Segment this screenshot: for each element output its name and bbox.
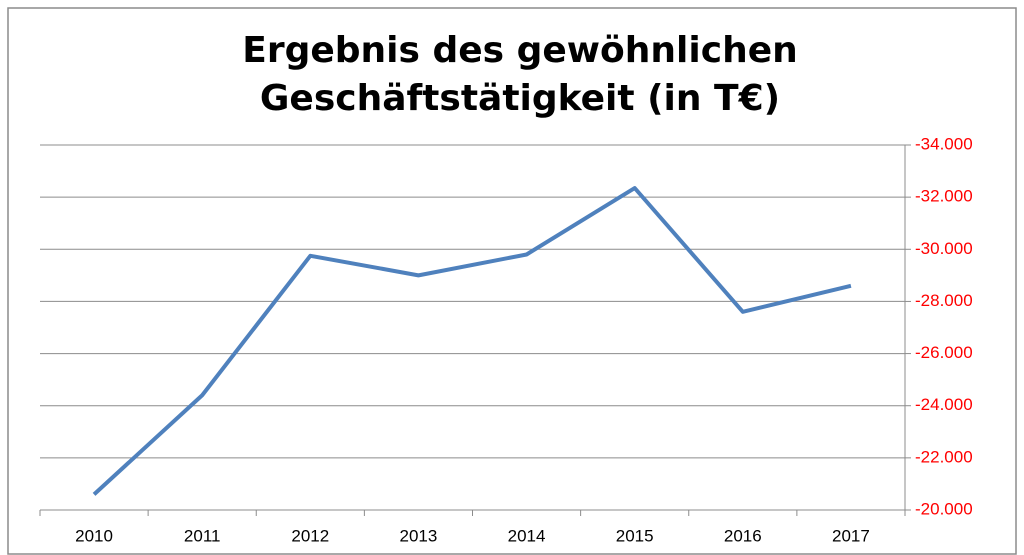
x-tick-label: 2016 [724,526,762,545]
y-tick-label: -32.000 [915,187,973,206]
chart-title: Ergebnis des gewöhnlichen [242,30,798,71]
chart-frame [7,7,1017,555]
y-tick-label: -20.000 [915,499,973,518]
y-tick-label: -30.000 [915,239,973,258]
data-line [92,186,852,496]
y-tick-label: -34.000 [915,134,973,153]
chart-title: Geschäftstätigkeit (in T€) [260,78,780,119]
y-tick-label: -26.000 [915,343,973,362]
x-tick-label: 2010 [75,526,113,545]
x-tick-label: 2015 [616,526,654,545]
x-tick-label: 2011 [184,526,221,545]
y-tick-label: -28.000 [915,291,973,310]
x-tick-label: 2017 [832,526,870,545]
y-tick-label: -24.000 [915,395,973,414]
y-tick-label: -22.000 [915,447,973,466]
x-tick-label: 2013 [400,526,438,545]
x-tick-label: 2012 [291,526,329,545]
x-tick-label: 2014 [508,526,546,545]
